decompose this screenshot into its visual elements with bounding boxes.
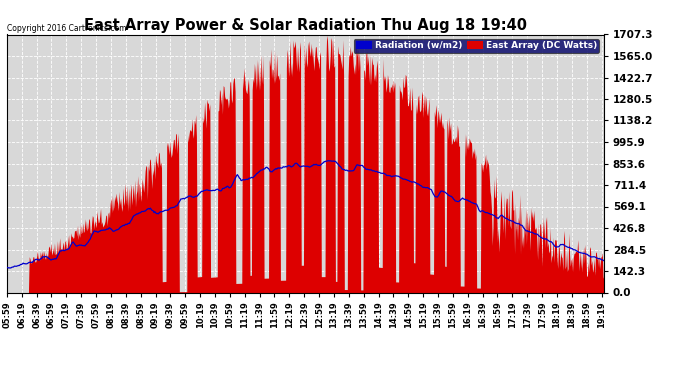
Legend: Radiation (w/m2), East Array (DC Watts): Radiation (w/m2), East Array (DC Watts) [354, 39, 599, 53]
Text: Copyright 2016 Cartronics.com: Copyright 2016 Cartronics.com [7, 24, 126, 33]
Title: East Array Power & Solar Radiation Thu Aug 18 19:40: East Array Power & Solar Radiation Thu A… [83, 18, 527, 33]
